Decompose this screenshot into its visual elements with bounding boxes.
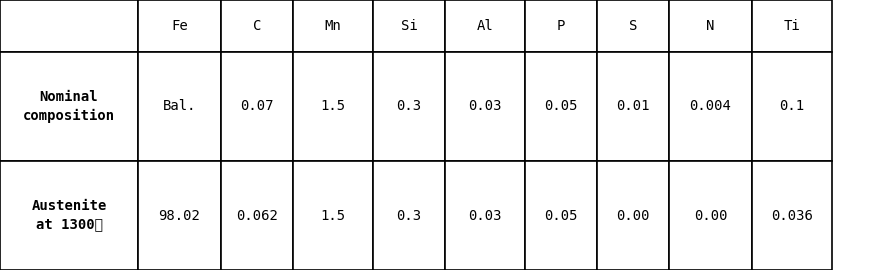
Text: 0.062: 0.062 xyxy=(236,208,278,222)
Text: 0.3: 0.3 xyxy=(397,100,421,113)
Bar xyxy=(373,0,445,52)
Text: C: C xyxy=(253,19,262,33)
Text: 0.3: 0.3 xyxy=(397,208,421,222)
Text: 98.02: 98.02 xyxy=(159,208,201,222)
Text: 0.05: 0.05 xyxy=(544,100,578,113)
Bar xyxy=(221,0,293,52)
Text: 0.07: 0.07 xyxy=(241,100,274,113)
Text: 0.00: 0.00 xyxy=(617,208,650,222)
Text: N: N xyxy=(706,19,715,33)
Bar xyxy=(525,161,597,270)
Bar xyxy=(293,161,373,270)
Text: 0.00: 0.00 xyxy=(694,208,727,222)
Bar xyxy=(597,52,669,161)
Bar xyxy=(138,0,221,52)
Bar xyxy=(0,161,138,270)
Text: 1.5: 1.5 xyxy=(320,100,345,113)
Bar xyxy=(752,161,832,270)
Text: 0.01: 0.01 xyxy=(617,100,650,113)
Text: Nominal
composition: Nominal composition xyxy=(23,90,115,123)
Text: P: P xyxy=(557,19,565,33)
Text: Mn: Mn xyxy=(324,19,341,33)
Bar xyxy=(138,161,221,270)
Text: 1.5: 1.5 xyxy=(320,208,345,222)
Text: Austenite
at 1300℃: Austenite at 1300℃ xyxy=(31,199,106,232)
Text: 0.004: 0.004 xyxy=(690,100,732,113)
Bar xyxy=(221,161,293,270)
Bar xyxy=(221,52,293,161)
Bar xyxy=(373,161,445,270)
Text: Si: Si xyxy=(400,19,418,33)
Text: Bal.: Bal. xyxy=(163,100,196,113)
Text: Ti: Ti xyxy=(784,19,800,33)
Text: Fe: Fe xyxy=(171,19,187,33)
Bar xyxy=(0,52,138,161)
Bar xyxy=(752,0,832,52)
Text: Al: Al xyxy=(477,19,494,33)
Bar xyxy=(669,52,752,161)
Bar xyxy=(669,0,752,52)
Bar xyxy=(597,161,669,270)
Text: 0.03: 0.03 xyxy=(468,208,501,222)
Bar xyxy=(445,0,525,52)
Bar xyxy=(138,52,221,161)
Bar xyxy=(373,52,445,161)
Bar xyxy=(293,0,373,52)
Bar xyxy=(445,161,525,270)
Text: 0.05: 0.05 xyxy=(544,208,578,222)
Bar xyxy=(669,161,752,270)
Bar xyxy=(597,0,669,52)
Text: S: S xyxy=(629,19,637,33)
Text: 0.03: 0.03 xyxy=(468,100,501,113)
Bar xyxy=(0,0,138,52)
Bar xyxy=(525,0,597,52)
Text: 0.036: 0.036 xyxy=(771,208,813,222)
Bar xyxy=(293,52,373,161)
Bar xyxy=(752,52,832,161)
Text: 0.1: 0.1 xyxy=(780,100,805,113)
Bar xyxy=(445,52,525,161)
Bar xyxy=(525,52,597,161)
